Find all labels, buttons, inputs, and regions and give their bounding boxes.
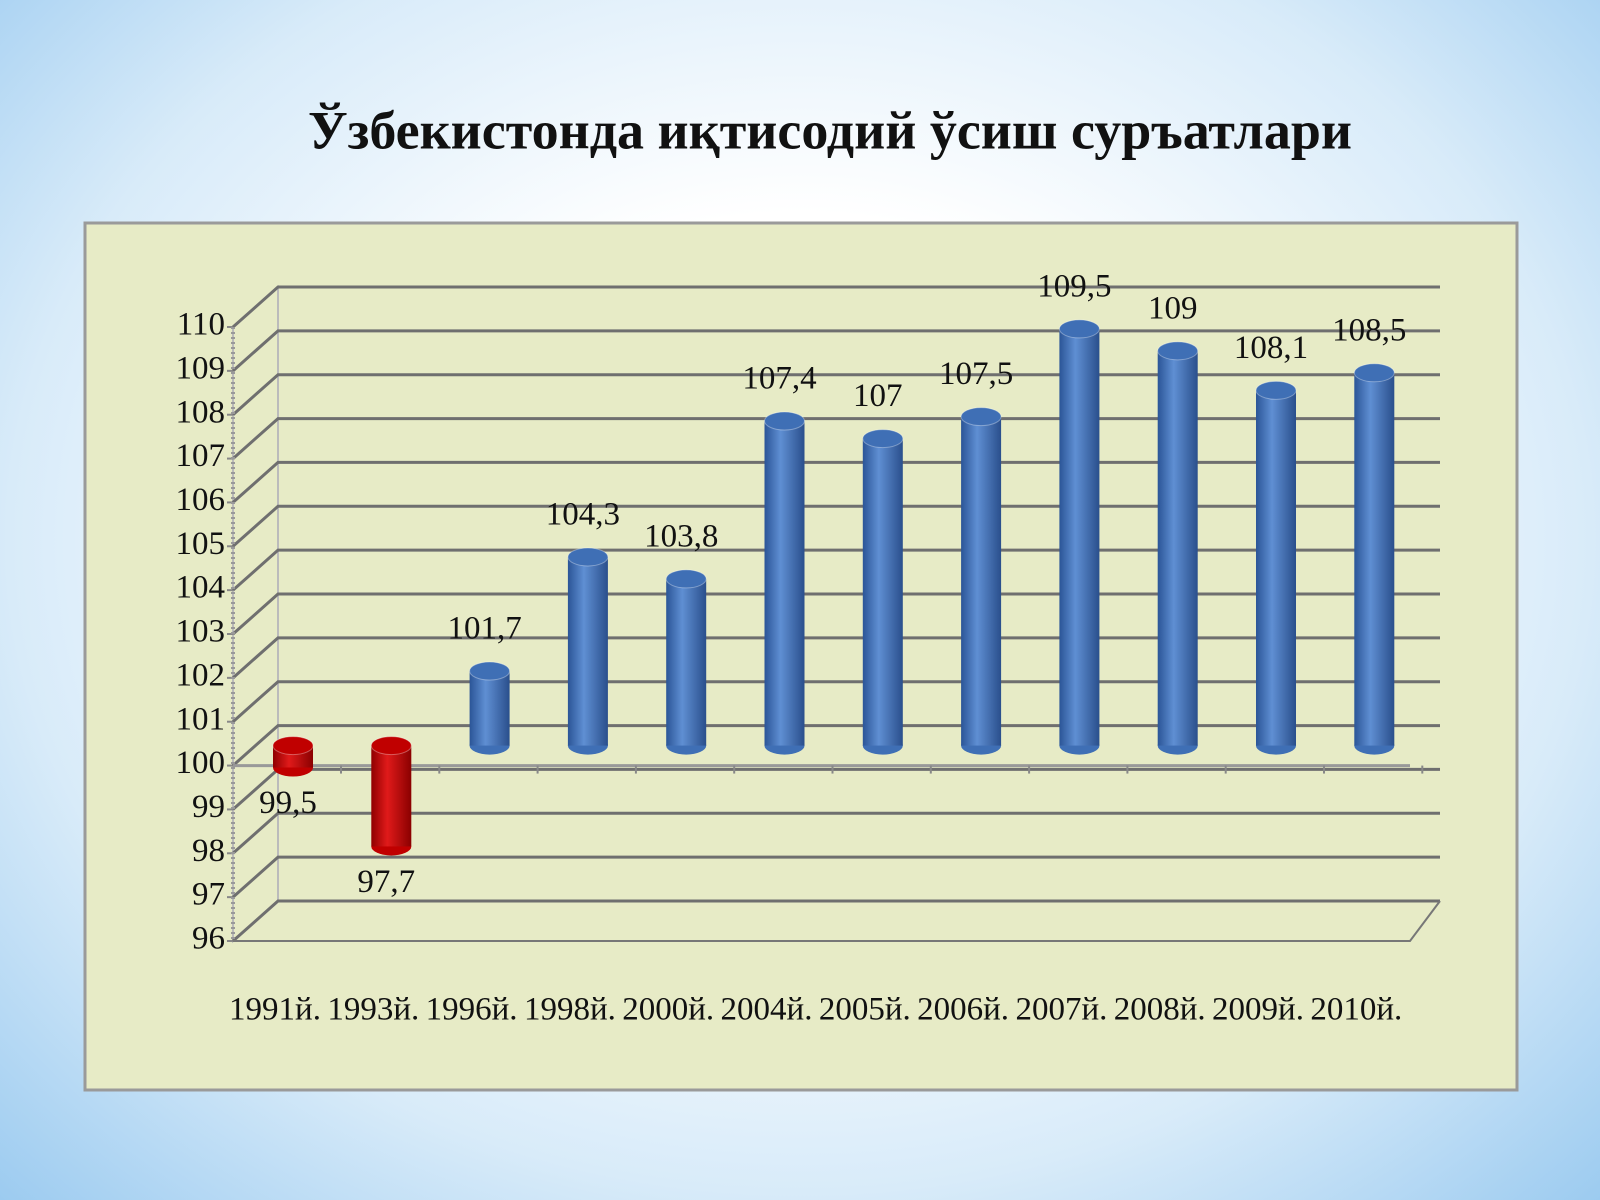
y-tick-label: 108 bbox=[176, 394, 226, 430]
y-tick-label: 96 bbox=[192, 921, 225, 957]
bar-top bbox=[1157, 341, 1199, 361]
bar-body bbox=[862, 438, 903, 746]
value-label: 107,5 bbox=[939, 356, 1013, 392]
x-tick-label: 2004й. bbox=[721, 992, 813, 1028]
bar-top bbox=[862, 429, 904, 449]
value-label: 107,4 bbox=[742, 361, 816, 397]
grid-line bbox=[232, 329, 1440, 372]
value-label: 108,5 bbox=[1332, 312, 1406, 348]
x-tick-label: 2010й. bbox=[1310, 992, 1402, 1028]
x-tick-label: 1998й. bbox=[524, 992, 616, 1028]
value-label: 109,5 bbox=[1037, 269, 1111, 305]
value-label: 97,7 bbox=[357, 864, 415, 900]
value-label: 103,8 bbox=[644, 518, 718, 554]
bar-top bbox=[764, 411, 805, 431]
grid-line bbox=[232, 724, 1440, 767]
x-tick-label: 2005й. bbox=[819, 992, 911, 1028]
bar-body bbox=[764, 421, 805, 746]
x-tick-label: 2008й. bbox=[1114, 992, 1206, 1028]
grid-line bbox=[232, 504, 1440, 548]
y-tick-label: 107 bbox=[176, 438, 226, 474]
bar-top bbox=[1058, 319, 1100, 339]
grid-line bbox=[232, 855, 1440, 899]
bar bbox=[665, 569, 707, 755]
bar-top bbox=[1255, 380, 1297, 400]
y-tick-label: 99 bbox=[192, 789, 225, 825]
bar-top bbox=[960, 407, 1002, 427]
floor-edge bbox=[233, 900, 1441, 942]
grid-line bbox=[232, 417, 1440, 460]
bar-top bbox=[567, 547, 609, 567]
y-tick-label: 98 bbox=[192, 833, 225, 869]
bar bbox=[1255, 380, 1297, 755]
bar-body bbox=[469, 671, 510, 746]
value-label: 109 bbox=[1148, 290, 1198, 326]
x-tick-label: 1991й. bbox=[229, 992, 321, 1028]
grid-line bbox=[232, 592, 1440, 636]
bar bbox=[567, 547, 609, 755]
y-tick-label: 105 bbox=[176, 526, 226, 562]
bar-body bbox=[371, 745, 412, 847]
x-tick-label: 2009й. bbox=[1212, 992, 1304, 1028]
value-label: 101,7 bbox=[447, 611, 521, 647]
grid-line bbox=[232, 680, 1440, 723]
bar-body bbox=[1354, 372, 1395, 746]
y-tick-label: 109 bbox=[176, 350, 226, 386]
bar-body bbox=[1059, 328, 1100, 746]
bar bbox=[1058, 319, 1100, 755]
grid-line bbox=[232, 636, 1440, 679]
bar-body bbox=[1157, 350, 1198, 746]
x-tick-label: 2000й. bbox=[622, 992, 714, 1028]
y-tick-label: 97 bbox=[192, 877, 225, 913]
bar bbox=[1353, 363, 1395, 755]
bar bbox=[764, 411, 805, 755]
bar bbox=[960, 407, 1002, 755]
value-label: 108,1 bbox=[1234, 330, 1308, 366]
bar bbox=[370, 736, 412, 856]
bar-body bbox=[961, 416, 1002, 746]
grid-line bbox=[232, 460, 1440, 504]
bar-body bbox=[567, 556, 608, 746]
bar-body bbox=[1256, 390, 1296, 746]
bar-top bbox=[272, 736, 314, 756]
x-tick-label: 2007й. bbox=[1015, 992, 1107, 1028]
bar bbox=[862, 429, 904, 755]
x-tick-label: 1996й. bbox=[426, 992, 518, 1028]
grid-line bbox=[232, 373, 1440, 416]
x-tick-label: 1993й. bbox=[327, 992, 419, 1028]
bar-top bbox=[370, 736, 412, 756]
grid-line bbox=[232, 285, 1440, 329]
y-tick-label: 104 bbox=[176, 570, 226, 606]
grid-line bbox=[232, 548, 1440, 592]
bar bbox=[1157, 341, 1199, 755]
bar bbox=[469, 661, 511, 755]
value-label: 99,5 bbox=[259, 785, 317, 821]
value-label: 107 bbox=[853, 378, 903, 414]
y-tick-label: 102 bbox=[176, 657, 226, 693]
y-tick-label: 110 bbox=[177, 307, 225, 343]
bar-top bbox=[1353, 363, 1395, 383]
chart-title: Ўзбекистонда иқтисодий ўсиш суръатлари bbox=[308, 100, 1352, 160]
y-tick-label: 103 bbox=[176, 614, 226, 650]
bar-top bbox=[665, 569, 707, 589]
bar-body bbox=[666, 578, 707, 746]
grid-line bbox=[232, 811, 1440, 855]
value-label: 104,3 bbox=[546, 497, 620, 533]
grid-line bbox=[232, 899, 1440, 943]
y-tick-label: 106 bbox=[176, 482, 226, 518]
x-tick-label: 2006й. bbox=[917, 992, 1009, 1028]
bar-top bbox=[469, 661, 511, 681]
y-tick-label: 101 bbox=[176, 701, 226, 737]
bar bbox=[272, 736, 314, 777]
y-tick-label: 100 bbox=[176, 745, 226, 781]
